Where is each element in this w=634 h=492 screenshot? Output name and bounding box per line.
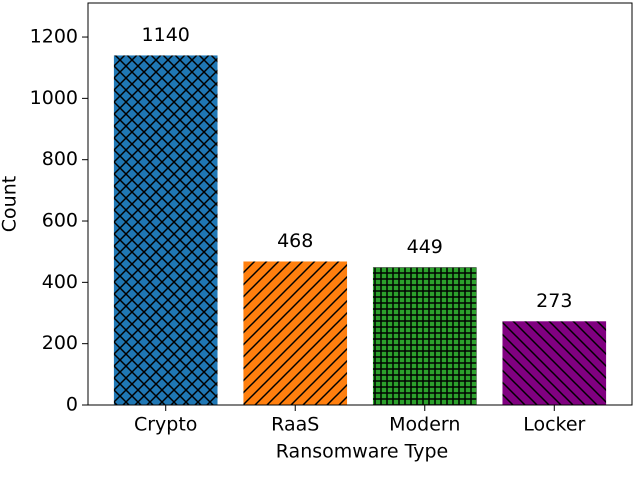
y-tick-label: 600 <box>42 210 78 232</box>
plot-frame <box>87 2 633 406</box>
bar <box>372 267 477 405</box>
x-tick-label: Crypto <box>134 414 197 436</box>
value-label: 1140 <box>142 24 190 46</box>
bar <box>113 55 218 405</box>
y-axis-label: Count <box>0 176 21 232</box>
y-tick-label: 1000 <box>30 87 78 109</box>
x-axis-label: Ransomware Type <box>276 441 448 463</box>
value-label: 468 <box>277 230 313 252</box>
y-tick-label: 400 <box>42 271 78 293</box>
bar <box>243 261 348 405</box>
x-tick-label: Modern <box>389 414 460 436</box>
value-label: 449 <box>407 236 443 258</box>
x-tick-label: RaaS <box>271 414 319 436</box>
y-tick-label: 200 <box>42 332 78 354</box>
y-tick-label: 1200 <box>30 26 78 48</box>
value-label: 273 <box>536 290 572 312</box>
x-tick-label: Locker <box>523 414 585 436</box>
y-tick-label: 0 <box>66 394 78 416</box>
y-tick-label: 800 <box>42 148 78 170</box>
bar <box>502 321 607 405</box>
